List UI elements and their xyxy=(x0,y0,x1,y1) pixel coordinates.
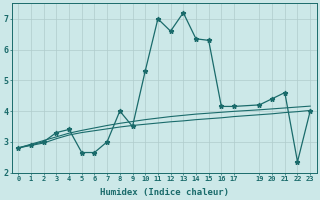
X-axis label: Humidex (Indice chaleur): Humidex (Indice chaleur) xyxy=(100,188,229,197)
